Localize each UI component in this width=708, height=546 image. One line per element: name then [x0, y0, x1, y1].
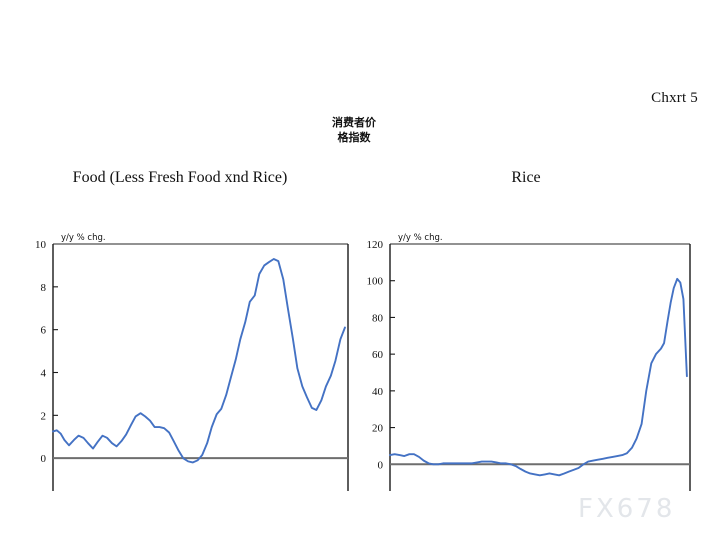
y-tick-label: 40 — [372, 386, 384, 398]
cpi-title-line-1: 消费者价 — [332, 116, 376, 129]
panel-food-less-fresh-food-and-rice: Food (Less Fresh Food xnd Rice) 1086420-… — [8, 165, 352, 491]
y-tick-label: 2 — [41, 410, 47, 422]
axis-unit-label: y/y % chg. — [398, 233, 443, 243]
y-tick-label: 10 — [35, 239, 47, 251]
series-line — [52, 258, 346, 464]
series-line — [389, 277, 688, 477]
panel-title-food: Food (Less Fresh Food xnd Rice) — [72, 169, 288, 186]
y-tick-label: 0 — [378, 459, 384, 471]
axis-unit-label: y/y % chg. — [61, 233, 106, 243]
cpi-chinese-title: 消费者价 格指数 — [0, 115, 708, 145]
cpi-title-line-2: 格指数 — [337, 131, 371, 144]
y-tick-label: 120 — [367, 239, 384, 251]
y-tick-label: 100 — [367, 276, 384, 288]
y-tick-label: 6 — [41, 325, 47, 337]
panel-title-rice: Rice — [511, 169, 541, 186]
y-tick-label: 0 — [41, 453, 47, 465]
y-tick-label: 4 — [41, 368, 47, 380]
y-tick-label: 80 — [372, 312, 384, 324]
chart-number-label: Chxrt 5 — [651, 90, 698, 106]
y-tick-label: 20 — [372, 423, 384, 435]
y-tick-label: 8 — [41, 282, 47, 294]
y-tick-label: 60 — [372, 349, 384, 361]
watermark-fx678: FX678 — [578, 494, 676, 524]
